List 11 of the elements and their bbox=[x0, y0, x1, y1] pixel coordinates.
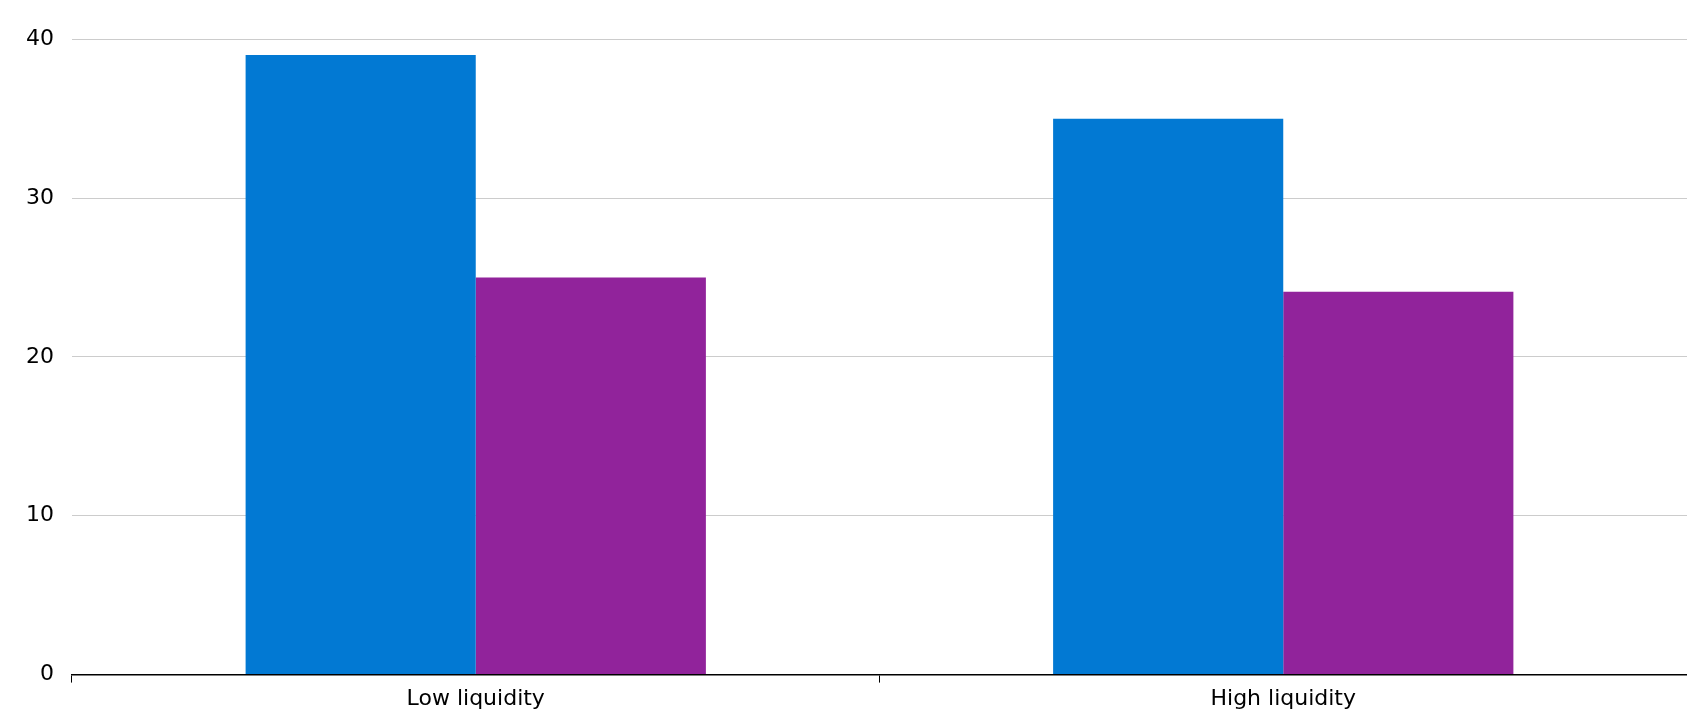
bar bbox=[1053, 118, 1284, 675]
y-tick-label: 20 bbox=[25, 342, 54, 368]
y-tick-label: 0 bbox=[39, 660, 54, 686]
y-tick-label: 10 bbox=[25, 501, 54, 527]
x-tick-label: High liquidity bbox=[1210, 684, 1357, 710]
y-tick-label: 40 bbox=[25, 24, 54, 50]
y-tick-label: 30 bbox=[25, 183, 54, 209]
bar bbox=[1283, 291, 1514, 675]
x-tick-label: Low liquidity bbox=[406, 684, 545, 710]
bar bbox=[245, 55, 476, 675]
bar bbox=[475, 277, 706, 675]
